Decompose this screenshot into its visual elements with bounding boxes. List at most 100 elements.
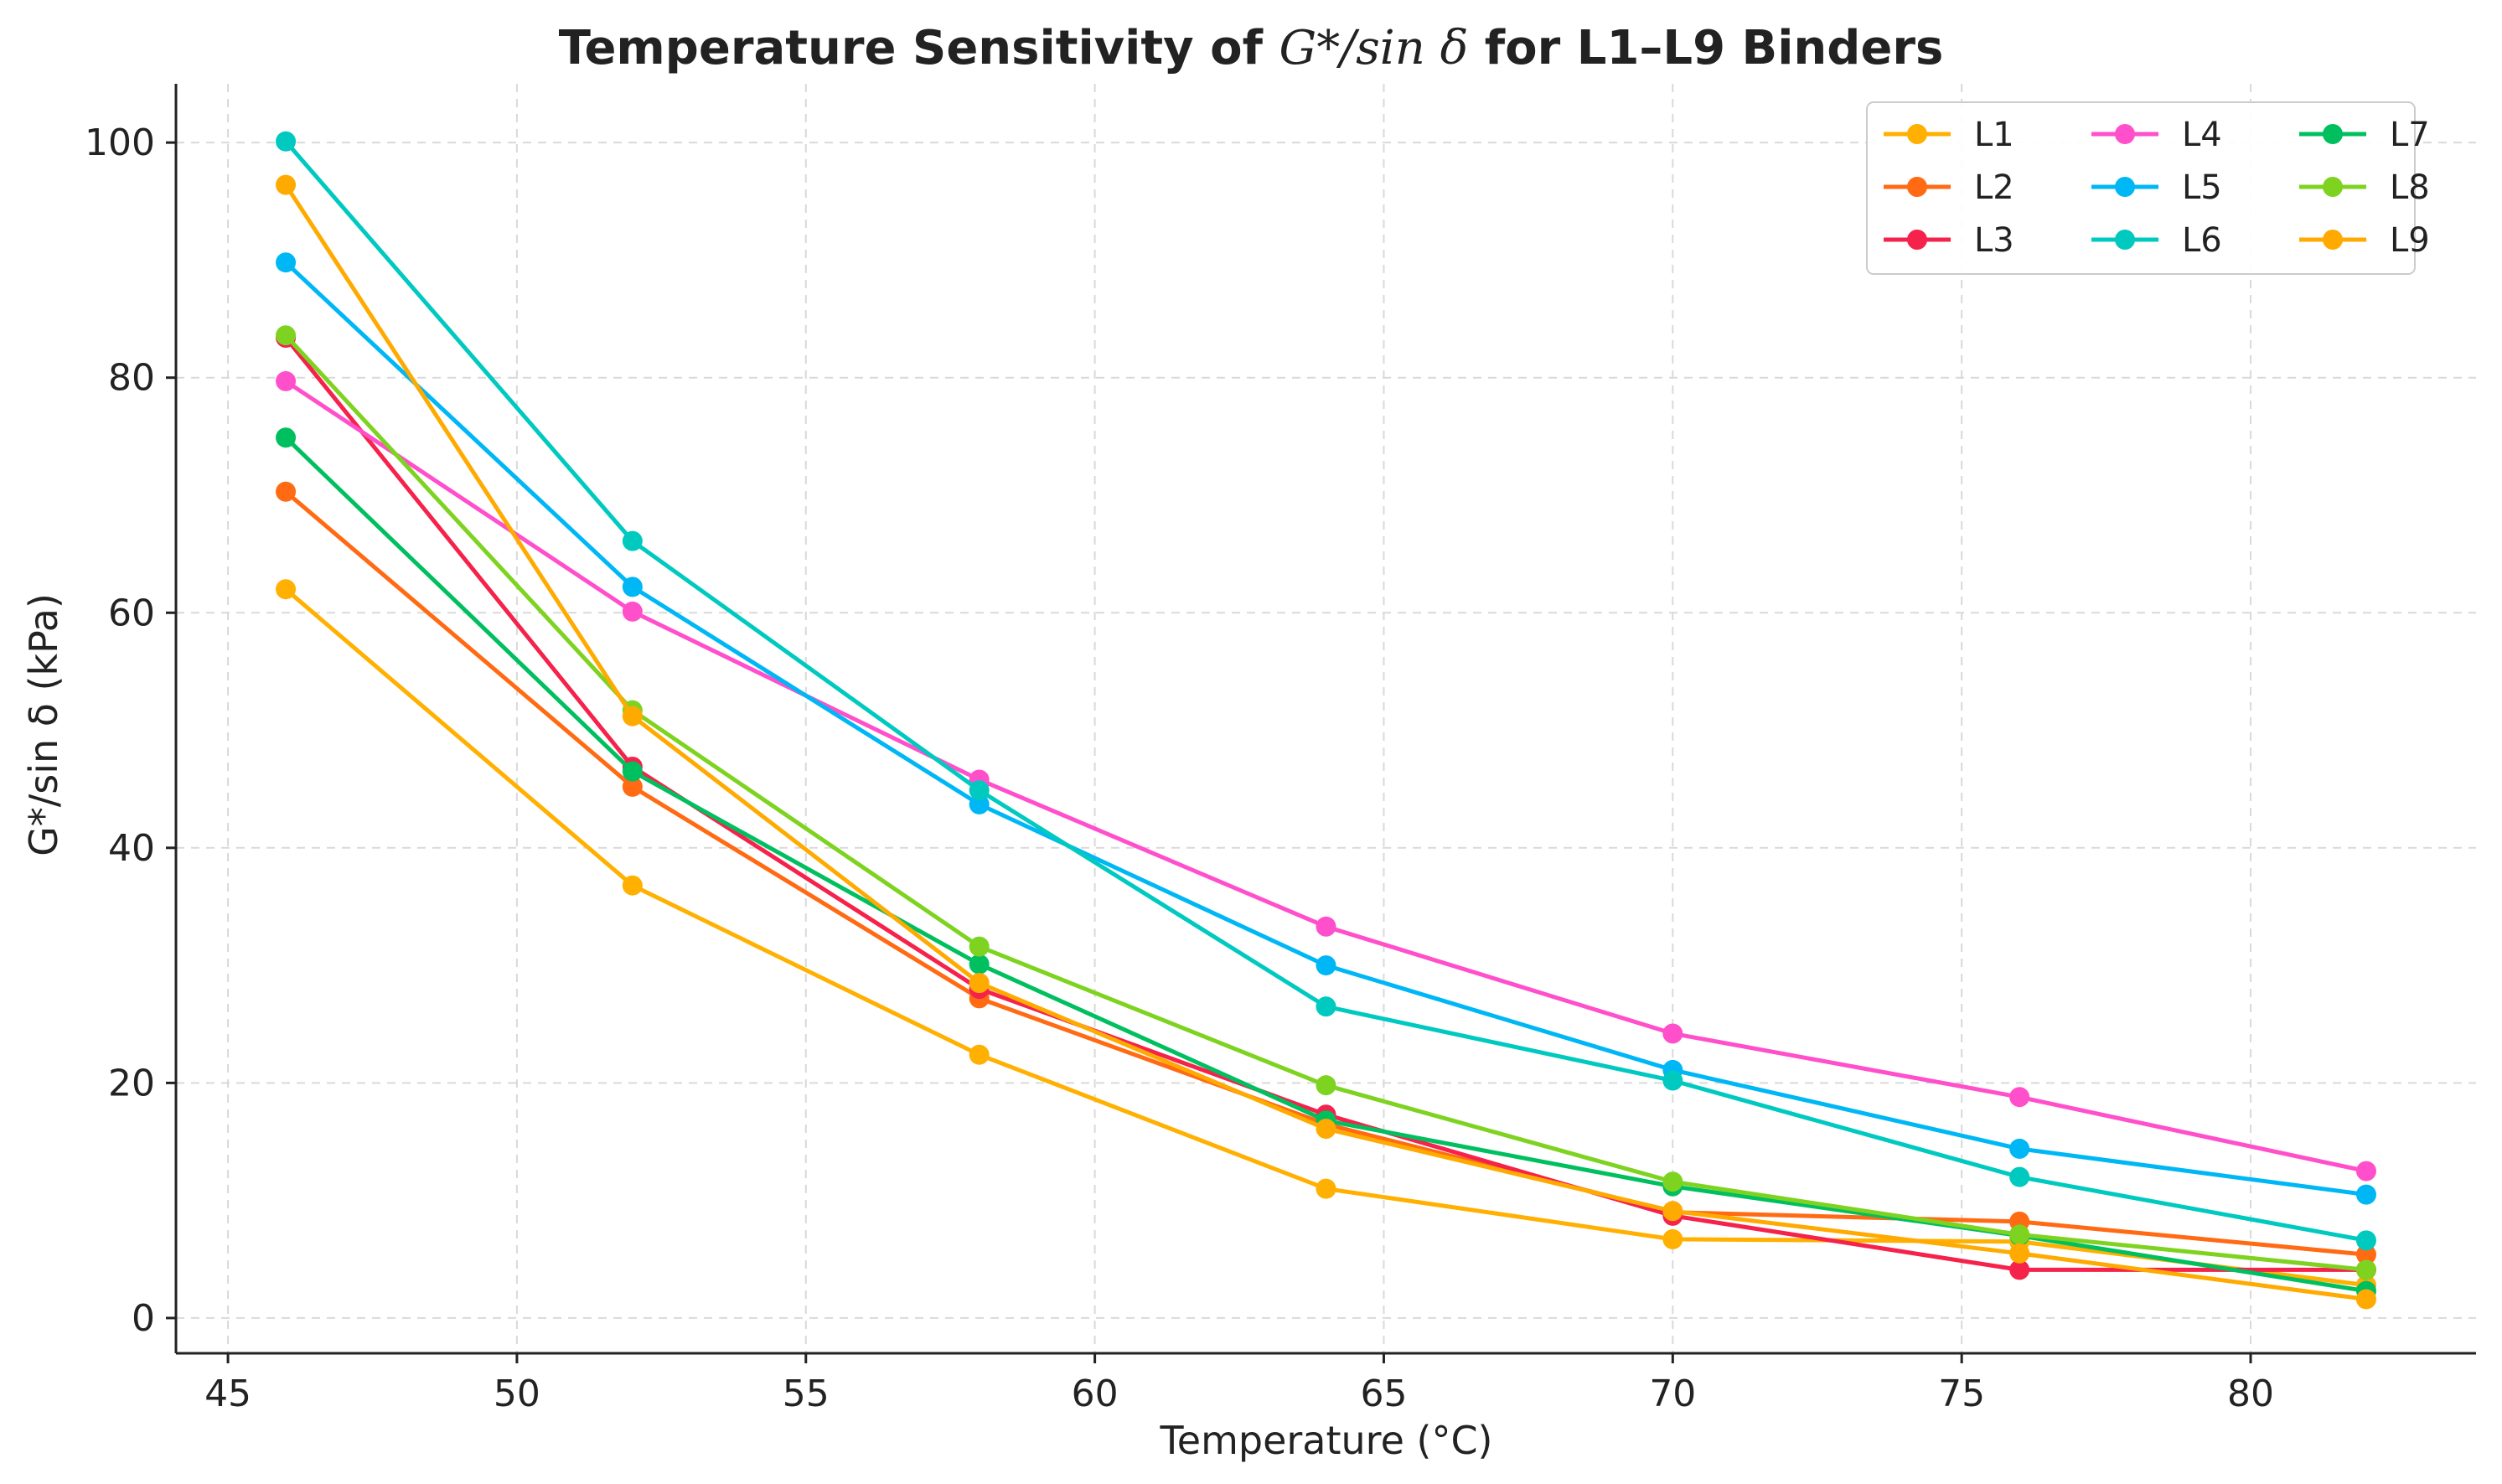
data-point: [622, 706, 643, 726]
legend-item-l4: L4: [2091, 116, 2222, 154]
data-point: [2009, 1243, 2030, 1264]
chart-title-prefix: Temperature Sensitivity of: [559, 21, 1279, 75]
data-point: [2355, 1161, 2376, 1182]
x-axis-label: Temperature (°C): [1159, 1418, 1492, 1463]
legend-item-l8: L8: [2299, 168, 2430, 207]
legend-label: L7: [2390, 116, 2430, 154]
data-point: [276, 370, 297, 391]
data-point: [2355, 1244, 2376, 1265]
series-l4: [276, 370, 2376, 1182]
data-point: [276, 481, 297, 502]
legend-swatch-marker: [2115, 177, 2135, 197]
y-tick-label: 100: [85, 122, 155, 164]
legend-swatch-marker: [2323, 230, 2343, 250]
legend-item-l6: L6: [2091, 221, 2222, 260]
data-point: [2009, 1259, 2030, 1280]
legend-item-l1: L1: [1884, 116, 2014, 154]
series-l2: [276, 481, 2376, 1265]
data-point: [276, 174, 297, 195]
data-point: [276, 325, 297, 346]
chart-title-math: G*/sin δ: [1279, 21, 1468, 75]
data-point: [622, 875, 643, 896]
legend-swatch-marker: [2115, 124, 2135, 144]
data-point: [969, 794, 990, 814]
legend-item-l5: L5: [2091, 168, 2222, 207]
data-point: [622, 577, 643, 597]
series-l5: [276, 252, 2376, 1205]
axes-layer: 45 50 55 60 65 70 75 80 0 20 40 60 80 100: [85, 84, 2476, 1415]
data-point: [622, 761, 643, 782]
data-point: [1662, 1070, 1683, 1091]
series-l6: [276, 131, 2376, 1251]
legend-swatch-marker: [2115, 230, 2135, 250]
chart-title-suffix: for L1–L9 Binders: [1468, 21, 1943, 75]
legend-label: L4: [2182, 116, 2222, 154]
legend-label: L9: [2390, 221, 2430, 260]
data-point: [969, 780, 990, 801]
data-point: [2355, 1259, 2376, 1280]
data-point: [1662, 1023, 1683, 1044]
data-point: [1316, 1119, 1336, 1140]
x-tick-label: 60: [1072, 1373, 1119, 1415]
data-point: [1316, 996, 1336, 1017]
series-l1: [276, 579, 2376, 1295]
legend-swatch-marker: [1907, 230, 1927, 250]
series-line: [284, 489, 2367, 1257]
data-point: [1316, 916, 1336, 937]
x-tick-label: 55: [783, 1373, 830, 1415]
series-l7: [276, 427, 2376, 1301]
data-point: [2009, 1224, 2030, 1245]
y-tick-label: 60: [108, 592, 155, 634]
y-tick-label: 80: [108, 357, 155, 400]
legend-swatch-marker: [1907, 177, 1927, 197]
data-point: [2355, 1230, 2376, 1251]
series-line: [284, 261, 2367, 1197]
x-tick-label: 70: [1649, 1373, 1696, 1415]
data-point: [276, 427, 297, 448]
legend-swatch-marker: [2323, 124, 2343, 144]
y-tick-label: 40: [108, 827, 155, 870]
data-point: [2355, 1289, 2376, 1310]
legend-item-l3: L3: [1884, 221, 2014, 260]
data-point: [2009, 1087, 2030, 1108]
x-tick-label: 80: [2227, 1373, 2274, 1415]
data-point: [969, 973, 990, 994]
y-axis-label: G*/sin δ (kPa): [21, 593, 66, 856]
legend-label: L1: [1974, 116, 2014, 154]
data-point: [1662, 1201, 1683, 1222]
legend-label: L8: [2390, 168, 2430, 207]
y-tick-label: 0: [132, 1297, 155, 1340]
data-point: [969, 1044, 990, 1065]
legend: L1 L2 L3 L4 L5 L6 L7 L8 L9: [1866, 101, 2430, 275]
legend-swatch-marker: [2323, 177, 2343, 197]
series-layer: [276, 131, 2376, 1310]
legend-item-l9: L9: [2299, 221, 2430, 260]
data-point: [276, 252, 297, 273]
data-point: [276, 131, 297, 152]
x-tick-label: 65: [1360, 1373, 1407, 1415]
x-tick-label: 50: [494, 1373, 540, 1415]
y-tick-label: 20: [108, 1062, 155, 1104]
legend-label: L6: [2182, 221, 2222, 260]
legend-item-l7: L7: [2299, 116, 2430, 154]
data-point: [622, 530, 643, 551]
data-point: [1316, 1178, 1336, 1199]
data-point: [2355, 1184, 2376, 1205]
data-point: [1662, 1171, 1683, 1192]
legend-label: L3: [1974, 221, 2014, 260]
data-point: [622, 776, 643, 797]
data-point: [969, 936, 990, 957]
series-l9: [276, 174, 2376, 1310]
legend-swatch-marker: [1907, 124, 1927, 144]
data-point: [1316, 955, 1336, 976]
data-point: [622, 601, 643, 622]
legend-label: L2: [1974, 168, 2014, 207]
data-point: [2009, 1166, 2030, 1187]
data-point: [969, 954, 990, 975]
data-point: [1662, 1228, 1683, 1249]
legend-item-l2: L2: [1884, 168, 2014, 207]
series-line: [284, 436, 2367, 1294]
x-tick-label: 75: [1938, 1373, 1985, 1415]
chart-title: Temperature Sensitivity of G*/sin δ for …: [559, 21, 1944, 75]
